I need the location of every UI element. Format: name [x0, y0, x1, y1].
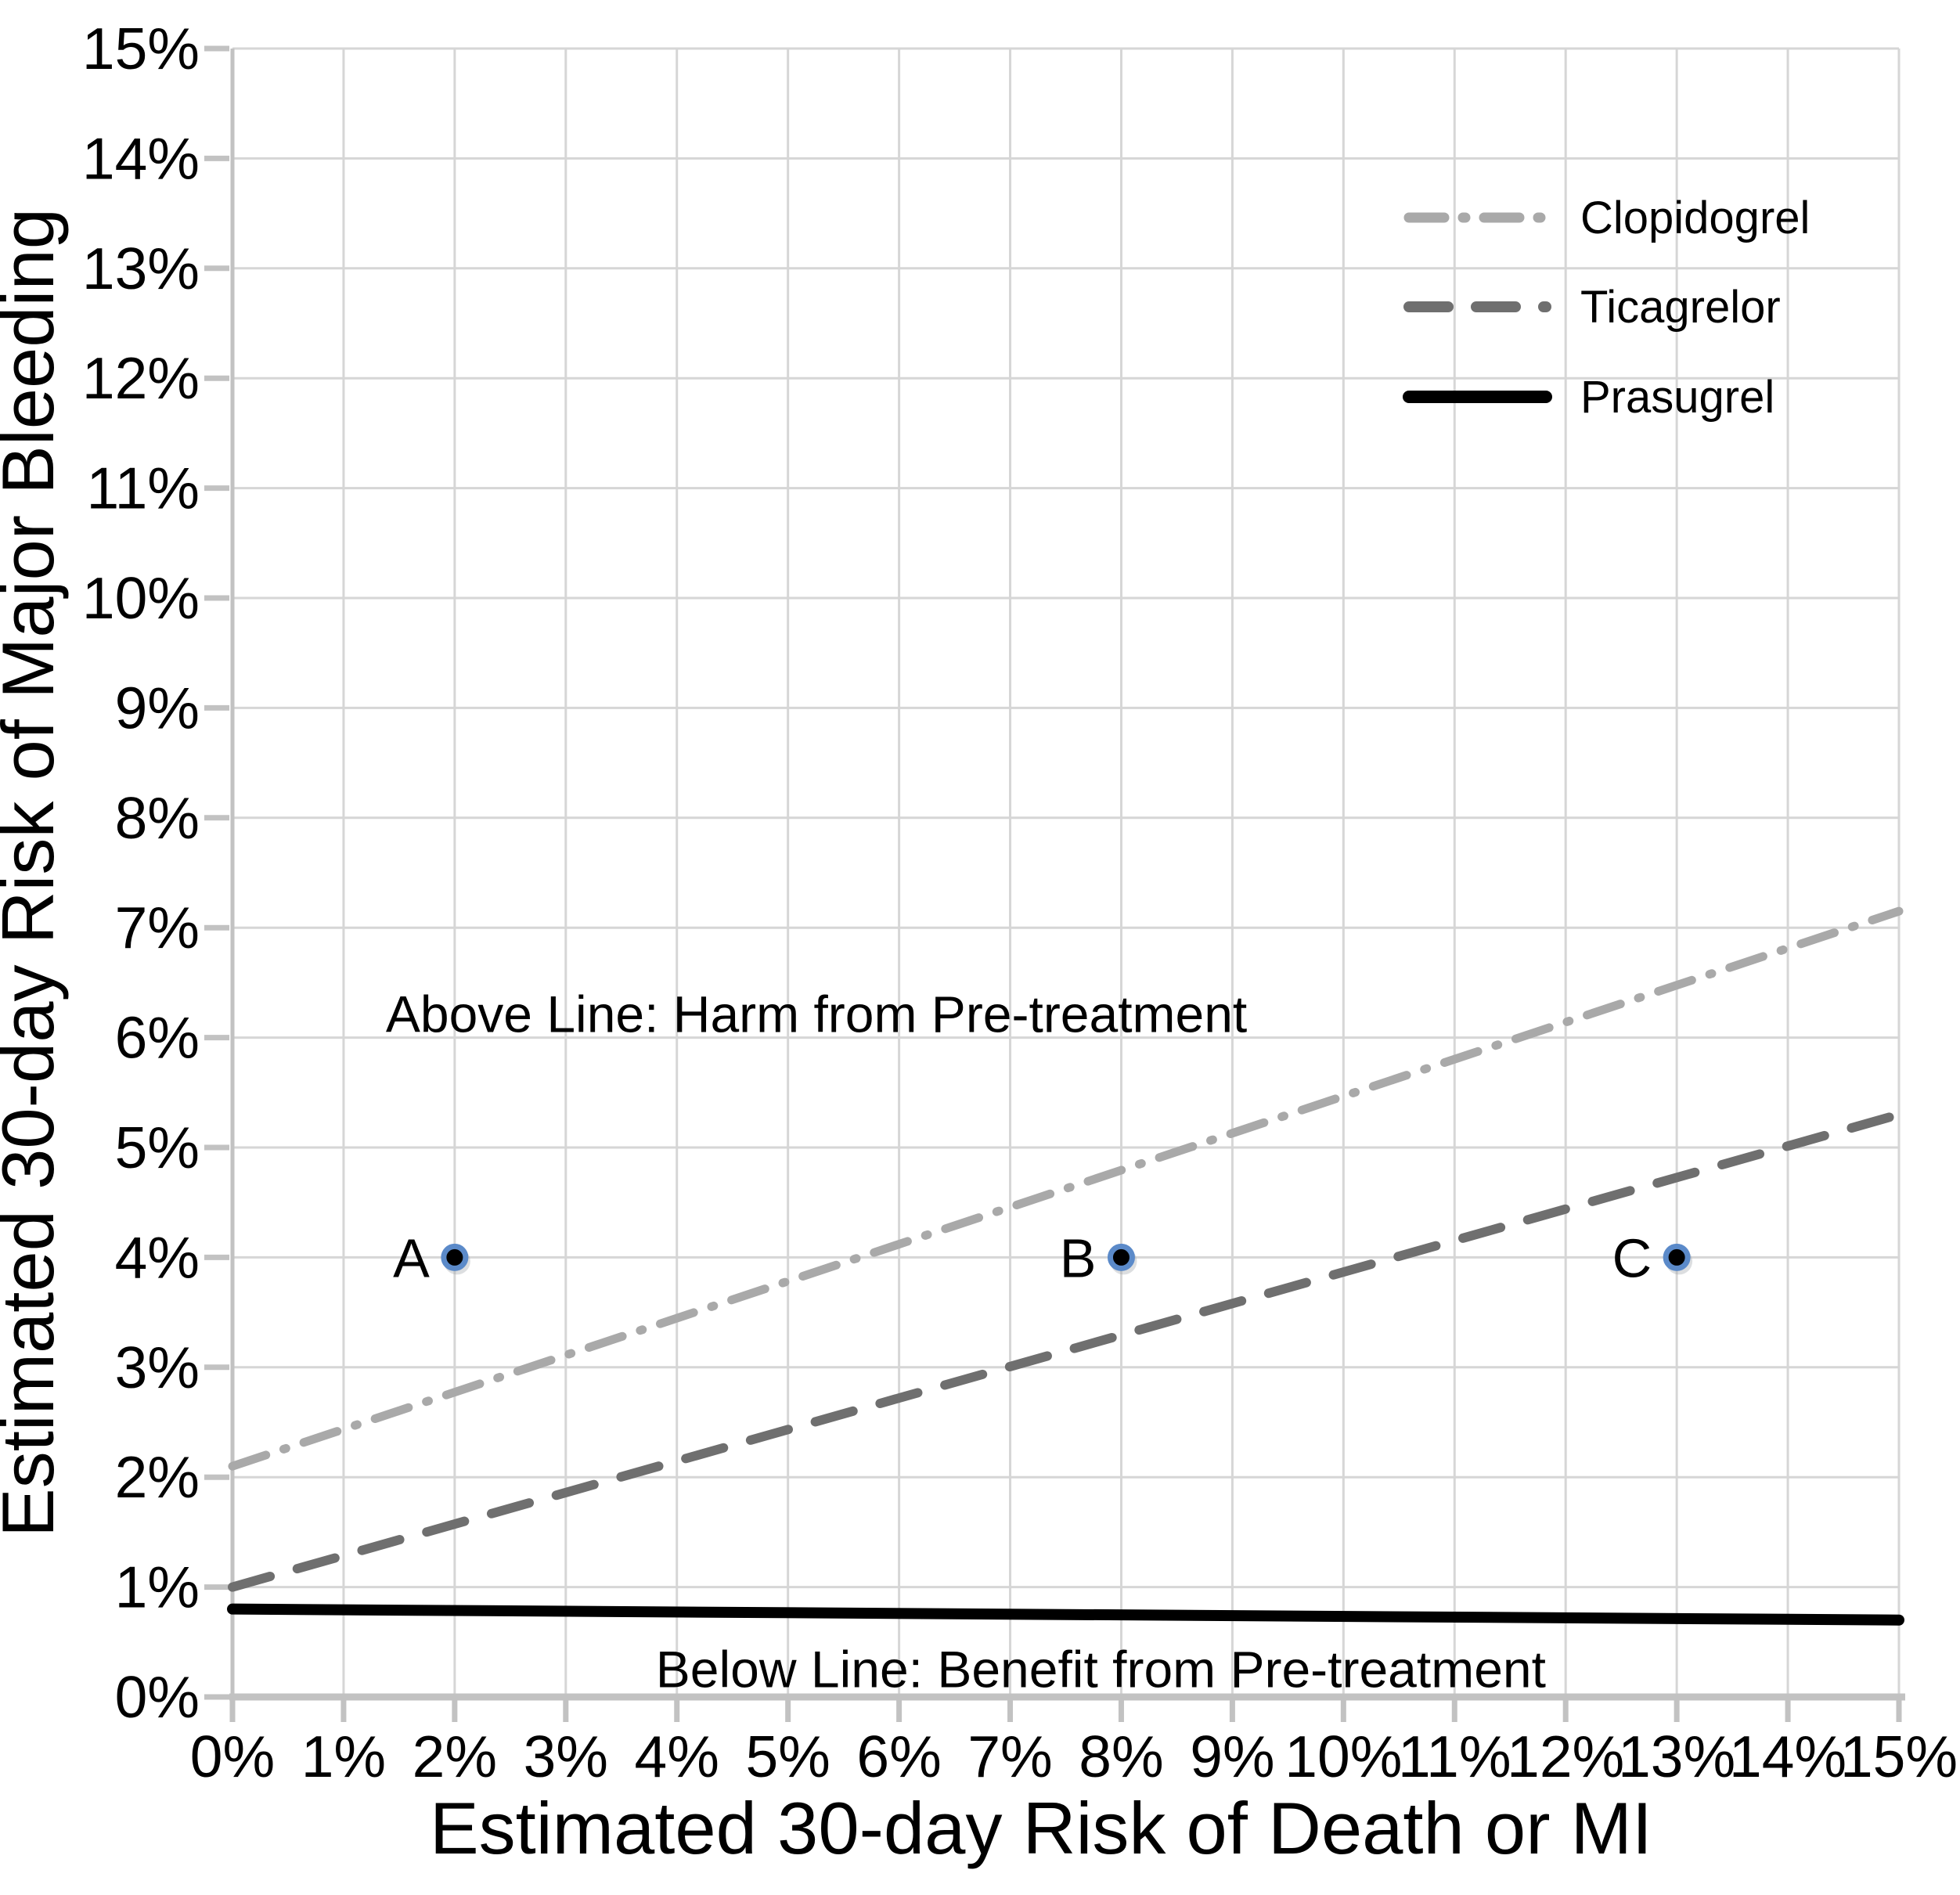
legend-label-clopidogrel: Clopidogrel [1580, 193, 1810, 243]
y-tick-label: 13% [82, 236, 200, 301]
point-layer: A B C [393, 1227, 1693, 1288]
point-marker [441, 1243, 469, 1271]
x-axis-title: Estimated 30-day Risk of Death or MI [430, 1787, 1652, 1869]
y-tick-label: 3% [115, 1335, 200, 1400]
series-line-prasugrel [227, 1603, 1904, 1626]
x-tick-label: 7% [967, 1724, 1052, 1789]
y-tick-label: 14% [82, 125, 200, 191]
x-tick-label: 10% [1284, 1724, 1402, 1789]
series-layer [227, 906, 1904, 1626]
x-tick-label: 11% [1398, 1724, 1511, 1789]
x-tick-label: 5% [745, 1724, 830, 1789]
x-tick-label: 1% [301, 1724, 386, 1789]
x-tick-label: 6% [856, 1724, 941, 1789]
annotation-below-line: Below Line: Benefit from Pre-treatment [656, 1640, 1546, 1698]
x-tick-label: 14% [1729, 1724, 1847, 1789]
annotation-above-line: Above Line: Harm from Pre-treatment [386, 985, 1247, 1043]
data-point-c: C [1612, 1227, 1693, 1288]
x-tick-label: 4% [635, 1724, 719, 1789]
point-marker [1107, 1243, 1135, 1271]
y-tick-label: 4% [115, 1224, 200, 1290]
legend: Clopidogrel Ticagrelor Prasugrel [1403, 193, 1810, 423]
axis-layer [204, 45, 1905, 1722]
y-tick-label: 8% [115, 785, 200, 851]
legend-item-clopidogrel: Clopidogrel [1403, 193, 1810, 243]
x-tick-label: 9% [1190, 1724, 1274, 1789]
legend-label-ticagrelor: Ticagrelor [1580, 282, 1781, 333]
x-tick-label: 15% [1840, 1724, 1958, 1789]
y-tick-label: 2% [115, 1444, 200, 1510]
legend-item-ticagrelor: Ticagrelor [1403, 282, 1781, 333]
x-tick-label: 8% [1079, 1724, 1163, 1789]
point-marker [1663, 1243, 1691, 1271]
y-tick-label: 0% [115, 1664, 200, 1730]
series-line-ticagrelor [228, 1109, 1904, 1592]
x-tick-label: 13% [1618, 1724, 1735, 1789]
y-tick-label: 5% [115, 1115, 200, 1180]
y-tick-label: 9% [115, 675, 200, 740]
y-tick-label: 15% [82, 16, 200, 81]
series-line-clopidogrel [228, 906, 1904, 1471]
point-label-c: C [1612, 1227, 1652, 1288]
y-tick-label: 12% [82, 345, 200, 411]
legend-label-prasugrel: Prasugrel [1580, 372, 1774, 423]
x-tick-label: 12% [1507, 1724, 1624, 1789]
x-tick-label: 2% [413, 1724, 497, 1789]
legend-item-prasugrel: Prasugrel [1403, 372, 1774, 423]
y-tick-label: 1% [115, 1555, 200, 1620]
y-tick-label: 10% [82, 565, 200, 631]
y-axis-title: Estimated 30-day Risk of Major Bleeding [0, 208, 69, 1537]
x-tick-label: 0% [190, 1724, 275, 1789]
y-tick-label: 11% [86, 456, 200, 521]
point-label-a: A [393, 1227, 430, 1288]
point-label-b: B [1060, 1227, 1097, 1288]
y-tick-label: 6% [115, 1005, 200, 1071]
data-point-a: A [393, 1227, 470, 1288]
x-tick-label: 3% [524, 1724, 608, 1789]
tick-label-layer: 0% 1% 2% 3% 4% 5% 6% 7% 8% 9% 10%11%12%13%14%15%0%… [82, 16, 1958, 1789]
grid-layer [231, 47, 1901, 1699]
y-tick-label: 7% [115, 895, 200, 960]
data-point-b: B [1060, 1227, 1137, 1288]
annotation-layer: Above Line: Harm from Pre-treatment Below… [386, 985, 1546, 1699]
